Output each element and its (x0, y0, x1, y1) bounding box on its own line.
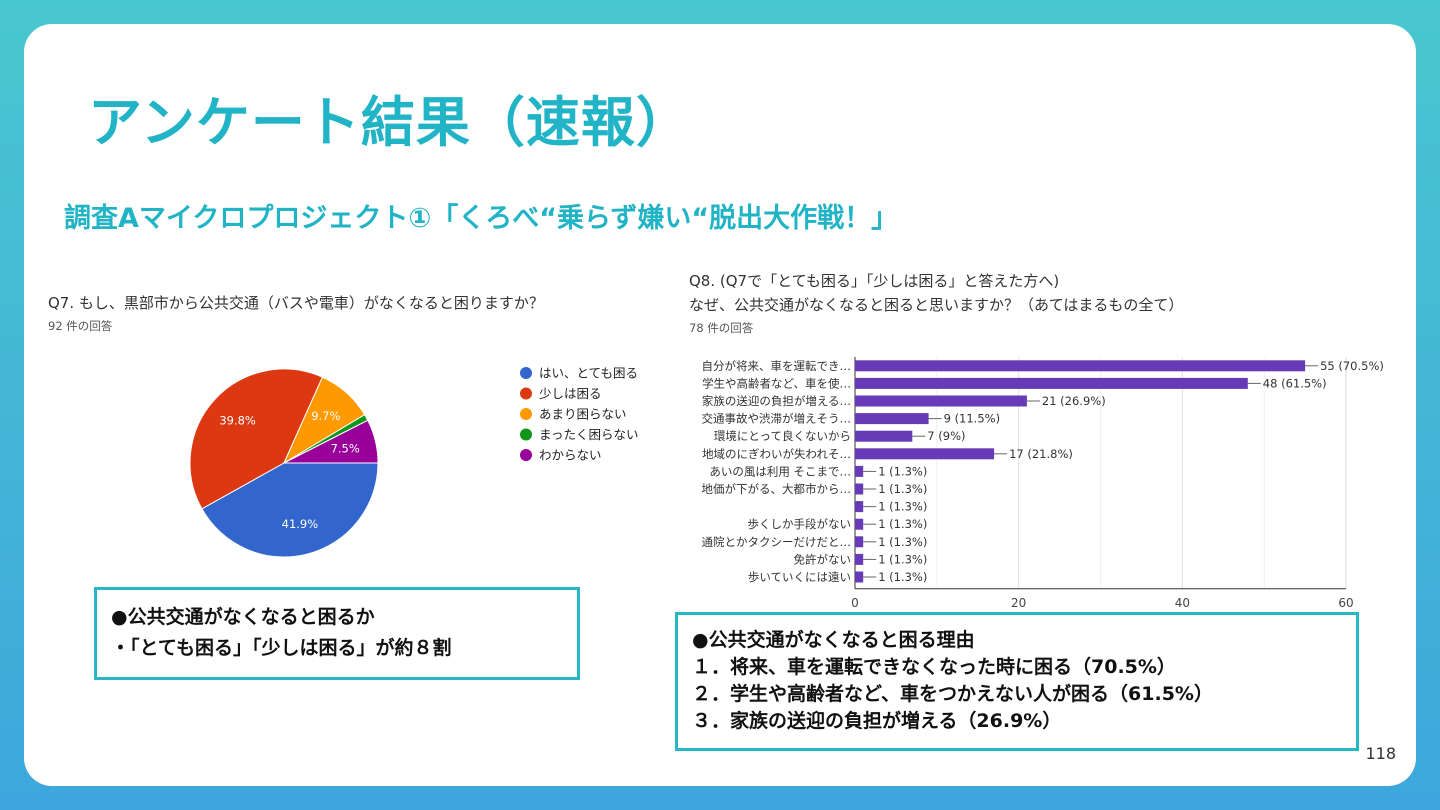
bar-1 (855, 377, 1248, 389)
bar-category-label-9: 歩くしか手段がない (748, 517, 852, 531)
bar-6 (855, 465, 864, 477)
bar-value-label-8: 1 (1.3%) (878, 500, 927, 514)
bar-value-label-7: 1 (1.3%) (878, 482, 927, 496)
bar-category-label-5: 地域のにぎわいが失われそ… (702, 447, 851, 461)
legend-marker-2 (520, 408, 532, 420)
bar-8 (855, 501, 864, 513)
bar-category-label-0: 自分が将来、車を運転でき… (702, 359, 852, 373)
bar-3 (855, 413, 929, 425)
bar-category-label-6: あいの風は利用 そこまで… (709, 464, 851, 478)
slide-title: アンケート結果（速報） (88, 91, 691, 154)
q8-summary-reason-2: ２．学生や高齢者など、車をつかえない人が困る（61.5%） (692, 683, 1213, 705)
bar-value-label-11: 1 (1.3%) (878, 552, 927, 566)
legend-marker-4 (520, 449, 532, 461)
page-number: 118 (1365, 744, 1396, 763)
bar-7 (855, 483, 864, 495)
slide-subtitle: 調査Aマイクロプロジェクト①「くろべ“乗らず嫌い“脱出大作戦！」 (64, 203, 899, 234)
pie-slice-0 (201, 462, 379, 558)
x-tick-label-0: 0 (851, 596, 859, 610)
q8-summary-reason-3: ３．家族の送迎の負担が増える（26.9%） (692, 710, 1062, 732)
bar-2 (855, 395, 1027, 407)
x-tick-label-2: 40 (1175, 596, 1190, 610)
bar-value-label-9: 1 (1.3%) (878, 517, 927, 531)
bar-category-label-2: 家族の送迎の負担が増える… (702, 394, 851, 408)
bar-category-label-1: 学生や高齢者など、車を使… (702, 376, 851, 390)
bar-9 (855, 518, 864, 530)
legend-label-1: 少しは困る (539, 386, 602, 401)
legend-marker-3 (520, 428, 532, 441)
bar-value-label-4: 7 (9%) (927, 429, 965, 443)
bar-category-label-4: 環境にとって良くないから (714, 429, 851, 443)
q7-summary-box: ●公共交通がなくなると困るか ・「とても困る」「少しは困る」が約８割 (94, 587, 580, 680)
q8-title-line1: Q8. (Q7で「とても困る」「少しは困る」と答えた方へ) (689, 272, 1060, 290)
pie-slice-4 (283, 419, 379, 464)
bar-10 (855, 536, 864, 548)
pie-slice-label-0: 41.9% (282, 517, 319, 531)
legend-label-3: まったく困らない (539, 427, 639, 442)
q8-bar-chart: 自分が将来、車を運転でき… 55 (70.5%) 学生や高齢者など、車を使… 48 (… (702, 357, 1384, 610)
q8-response-count: 78 件の回答 (689, 321, 754, 335)
pie-slice-label-1: 39.8% (219, 414, 256, 428)
q8-summary-reason-1: １．将来、車を運転できなくなった時に困る（70.5%） (692, 656, 1176, 678)
bar-value-label-1: 48 (61.5%) (1263, 376, 1327, 390)
q7-response-count: 92 件の回答 (48, 319, 113, 333)
pie-slice-label-2: 9.7% (311, 409, 340, 423)
q7-summary-heading: ●公共交通がなくなると困るか (111, 606, 375, 628)
legend-marker-0 (520, 367, 532, 379)
bar-value-label-2: 21 (26.9%) (1042, 394, 1106, 408)
bar-value-label-5: 17 (21.8%) (1009, 447, 1073, 461)
legend-label-2: あまり困らない (539, 407, 627, 422)
q8-summary-box: ●公共交通がなくなると困る理由 １．将来、車を運転できなくなった時に困る（70.… (675, 612, 1359, 751)
x-tick-label-1: 20 (1011, 596, 1026, 610)
q7-pie-chart: 41.9% 39.8% 9.7% 7.5% はい、とても困る少しは困るあまり困らないまっ… (189, 366, 639, 558)
bar-category-label-11: 免許がない (794, 552, 852, 566)
bar-11 (855, 553, 864, 565)
q7-summary-text: ・「とても困る」「少しは困る」が約８割 (111, 637, 452, 659)
q7-title: Q7. もし、黒部市から公共交通（バスや電車）がなくなると困りますか？ (48, 294, 544, 312)
pie-slice-1 (189, 368, 324, 510)
q8-title-line2: なぜ、公共交通がなくなると困ると思いますか？（あてはまるもの全て） (689, 296, 1184, 314)
x-tick-label-3: 60 (1338, 596, 1353, 610)
bar-0 (855, 360, 1306, 372)
bar-value-label-3: 9 (11.5%) (944, 412, 1000, 426)
bar-12 (855, 571, 864, 583)
bar-value-label-6: 1 (1.3%) (878, 464, 927, 478)
bar-value-label-0: 55 (70.5%) (1320, 359, 1384, 373)
legend-label-4: わからない (539, 448, 602, 463)
legend-marker-1 (520, 387, 532, 400)
bar-category-label-12: 歩いていくには遠い (748, 570, 851, 584)
q8-summary-heading: ●公共交通がなくなると困る理由 (692, 629, 975, 651)
bar-category-label-10: 通院とかタクシーだけだと… (702, 535, 852, 549)
legend-label-0: はい、とても困る (539, 366, 638, 381)
pie-slice-label-4: 7.5% (331, 441, 360, 455)
bar-category-label-7: 地価が下がる、大都市から… (702, 482, 852, 496)
bar-value-label-10: 1 (1.3%) (878, 535, 927, 549)
bar-4 (855, 430, 913, 442)
bar-value-label-12: 1 (1.3%) (878, 570, 927, 584)
bar-category-label-3: 交通事故や渋滞が増えそう… (702, 412, 852, 426)
bar-5 (855, 448, 995, 460)
